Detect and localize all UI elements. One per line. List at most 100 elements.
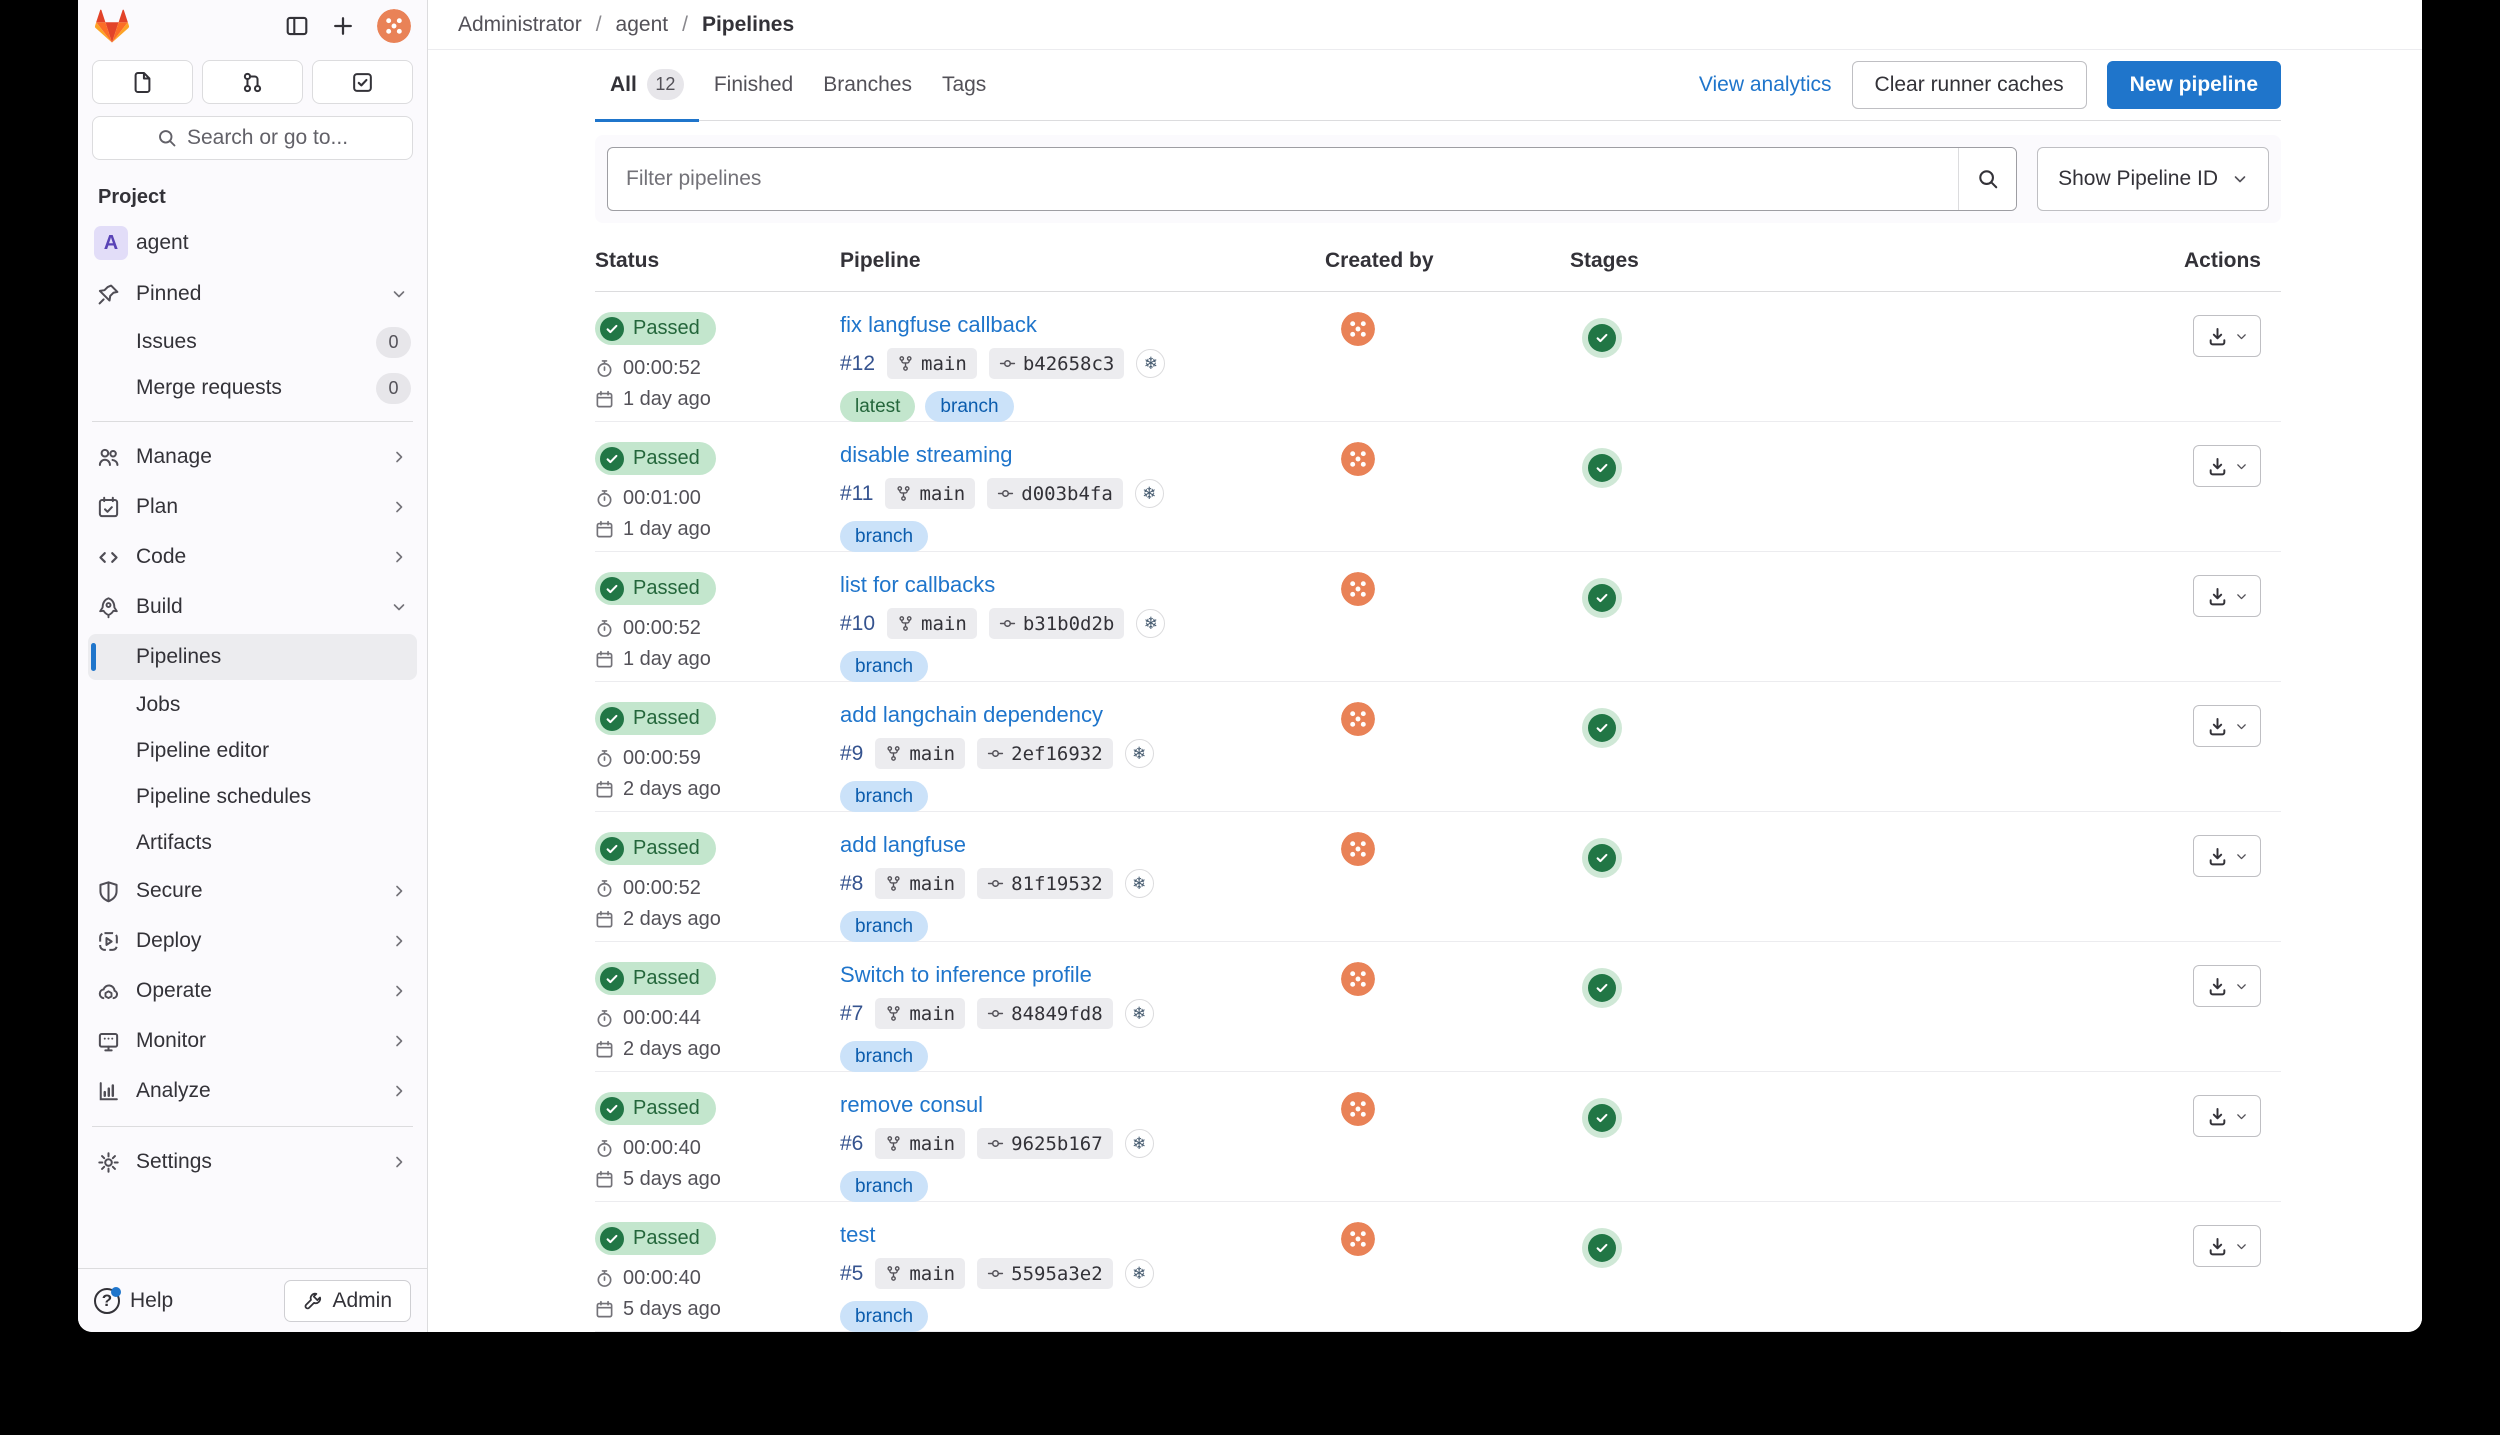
- pipeline-id-link[interactable]: #5: [840, 1262, 863, 1286]
- pipeline-title-link[interactable]: remove consul: [840, 1092, 1325, 1118]
- pipeline-id-link[interactable]: #9: [840, 742, 863, 766]
- commit-sha-chip[interactable]: b42658c3: [989, 348, 1125, 379]
- help-button[interactable]: ? Help: [94, 1288, 173, 1314]
- creator-avatar[interactable]: [1341, 442, 1375, 476]
- download-artifacts-button[interactable]: [2193, 1095, 2261, 1137]
- sidebar-item-issues[interactable]: Issues 0: [78, 319, 427, 365]
- gitlab-logo-icon[interactable]: [94, 9, 130, 43]
- view-analytics-link[interactable]: View analytics: [1699, 73, 1832, 97]
- sidebar-item-project[interactable]: A agent: [78, 217, 427, 269]
- commit-author-avatar[interactable]: ❄: [1125, 739, 1154, 768]
- sidebar-toggle-icon[interactable]: [285, 14, 309, 38]
- stage-passed-icon[interactable]: [1588, 714, 1616, 742]
- breadcrumb-agent[interactable]: agent: [616, 13, 669, 37]
- sidebar-item-deploy[interactable]: Deploy: [78, 916, 427, 966]
- download-artifacts-button[interactable]: [2193, 315, 2261, 357]
- commit-author-avatar[interactable]: ❄: [1136, 349, 1165, 378]
- commit-sha-chip[interactable]: b31b0d2b: [989, 608, 1125, 639]
- pipeline-id-link[interactable]: #6: [840, 1132, 863, 1156]
- sidebar-item-jobs[interactable]: Jobs: [78, 682, 427, 728]
- search-input[interactable]: Search or go to...: [92, 116, 413, 160]
- tab-finished[interactable]: Finished: [699, 50, 808, 122]
- sidebar-item-manage[interactable]: Manage: [78, 432, 427, 482]
- pipeline-id-link[interactable]: #11: [840, 482, 873, 506]
- filter-search-button[interactable]: [1958, 148, 2016, 210]
- commit-author-avatar[interactable]: ❄: [1125, 1259, 1154, 1288]
- status-badge[interactable]: Passed: [595, 1092, 716, 1125]
- show-pipeline-id-dropdown[interactable]: Show Pipeline ID: [2037, 147, 2269, 211]
- commit-author-avatar[interactable]: ❄: [1136, 609, 1165, 638]
- status-badge[interactable]: Passed: [595, 832, 716, 865]
- merge-requests-shortcut-button[interactable]: [202, 60, 303, 104]
- stage-passed-icon[interactable]: [1588, 974, 1616, 1002]
- commit-sha-chip[interactable]: 84849fd8: [977, 998, 1113, 1029]
- user-avatar[interactable]: [377, 9, 411, 43]
- creator-avatar[interactable]: [1341, 572, 1375, 606]
- sidebar-item-pipeline-editor[interactable]: Pipeline editor: [78, 728, 427, 774]
- creator-avatar[interactable]: [1341, 702, 1375, 736]
- creator-avatar[interactable]: [1341, 832, 1375, 866]
- issues-shortcut-button[interactable]: [92, 60, 193, 104]
- branch-chip[interactable]: main: [887, 348, 977, 379]
- stage-passed-icon[interactable]: [1588, 1104, 1616, 1132]
- status-badge[interactable]: Passed: [595, 442, 716, 475]
- status-badge[interactable]: Passed: [595, 312, 716, 345]
- pipeline-id-link[interactable]: #8: [840, 872, 863, 896]
- sidebar-item-settings[interactable]: Settings: [78, 1137, 427, 1187]
- pipeline-title-link[interactable]: list for callbacks: [840, 572, 1325, 598]
- creator-avatar[interactable]: [1341, 1092, 1375, 1126]
- creator-avatar[interactable]: [1341, 962, 1375, 996]
- filter-pipelines-input[interactable]: [608, 148, 1958, 210]
- commit-author-avatar[interactable]: ❄: [1135, 479, 1164, 508]
- commit-author-avatar[interactable]: ❄: [1125, 1129, 1154, 1158]
- download-artifacts-button[interactable]: [2193, 1225, 2261, 1267]
- branch-chip[interactable]: main: [875, 868, 965, 899]
- sidebar-item-plan[interactable]: Plan: [78, 482, 427, 532]
- download-artifacts-button[interactable]: [2193, 835, 2261, 877]
- creator-avatar[interactable]: [1341, 312, 1375, 346]
- commit-author-avatar[interactable]: ❄: [1125, 869, 1154, 898]
- sidebar-item-artifacts[interactable]: Artifacts: [78, 820, 427, 866]
- status-badge[interactable]: Passed: [595, 572, 716, 605]
- sidebar-item-build[interactable]: Build: [78, 582, 427, 632]
- sidebar-item-pipeline-schedules[interactable]: Pipeline schedules: [78, 774, 427, 820]
- commit-sha-chip[interactable]: 5595a3e2: [977, 1258, 1113, 1289]
- download-artifacts-button[interactable]: [2193, 965, 2261, 1007]
- download-artifacts-button[interactable]: [2193, 445, 2261, 487]
- pipeline-title-link[interactable]: Switch to inference profile: [840, 962, 1325, 988]
- commit-author-avatar[interactable]: ❄: [1125, 999, 1154, 1028]
- commit-sha-chip[interactable]: 2ef16932: [977, 738, 1113, 769]
- branch-chip[interactable]: main: [875, 738, 965, 769]
- stage-passed-icon[interactable]: [1588, 1234, 1616, 1262]
- download-artifacts-button[interactable]: [2193, 705, 2261, 747]
- tab-tags[interactable]: Tags: [927, 50, 1001, 122]
- pipeline-title-link[interactable]: add langfuse: [840, 832, 1325, 858]
- pipeline-title-link[interactable]: add langchain dependency: [840, 702, 1325, 728]
- tab-all[interactable]: All 12: [595, 50, 699, 122]
- sidebar-item-operate[interactable]: Operate: [78, 966, 427, 1016]
- branch-chip[interactable]: main: [885, 478, 975, 509]
- sidebar-item-pinned[interactable]: Pinned: [78, 269, 427, 319]
- commit-sha-chip[interactable]: 9625b167: [977, 1128, 1113, 1159]
- status-badge[interactable]: Passed: [595, 962, 716, 995]
- stage-passed-icon[interactable]: [1588, 324, 1616, 352]
- sidebar-item-monitor[interactable]: Monitor: [78, 1016, 427, 1066]
- sidebar-item-code[interactable]: Code: [78, 532, 427, 582]
- pipeline-title-link[interactable]: fix langfuse callback: [840, 312, 1325, 338]
- branch-chip[interactable]: main: [887, 608, 977, 639]
- breadcrumb-administrator[interactable]: Administrator: [458, 13, 582, 37]
- todo-shortcut-button[interactable]: [312, 60, 413, 104]
- creator-avatar[interactable]: [1341, 1222, 1375, 1256]
- sidebar-item-merge-requests[interactable]: Merge requests 0: [78, 365, 427, 411]
- admin-button[interactable]: Admin: [284, 1280, 411, 1322]
- branch-chip[interactable]: main: [875, 1128, 965, 1159]
- status-badge[interactable]: Passed: [595, 1222, 716, 1255]
- clear-runner-caches-button[interactable]: Clear runner caches: [1852, 61, 2087, 109]
- download-artifacts-button[interactable]: [2193, 575, 2261, 617]
- stage-passed-icon[interactable]: [1588, 844, 1616, 872]
- stage-passed-icon[interactable]: [1588, 454, 1616, 482]
- stage-passed-icon[interactable]: [1588, 584, 1616, 612]
- status-badge[interactable]: Passed: [595, 702, 716, 735]
- create-new-icon[interactable]: [331, 14, 355, 38]
- sidebar-item-pipelines[interactable]: Pipelines: [88, 634, 417, 680]
